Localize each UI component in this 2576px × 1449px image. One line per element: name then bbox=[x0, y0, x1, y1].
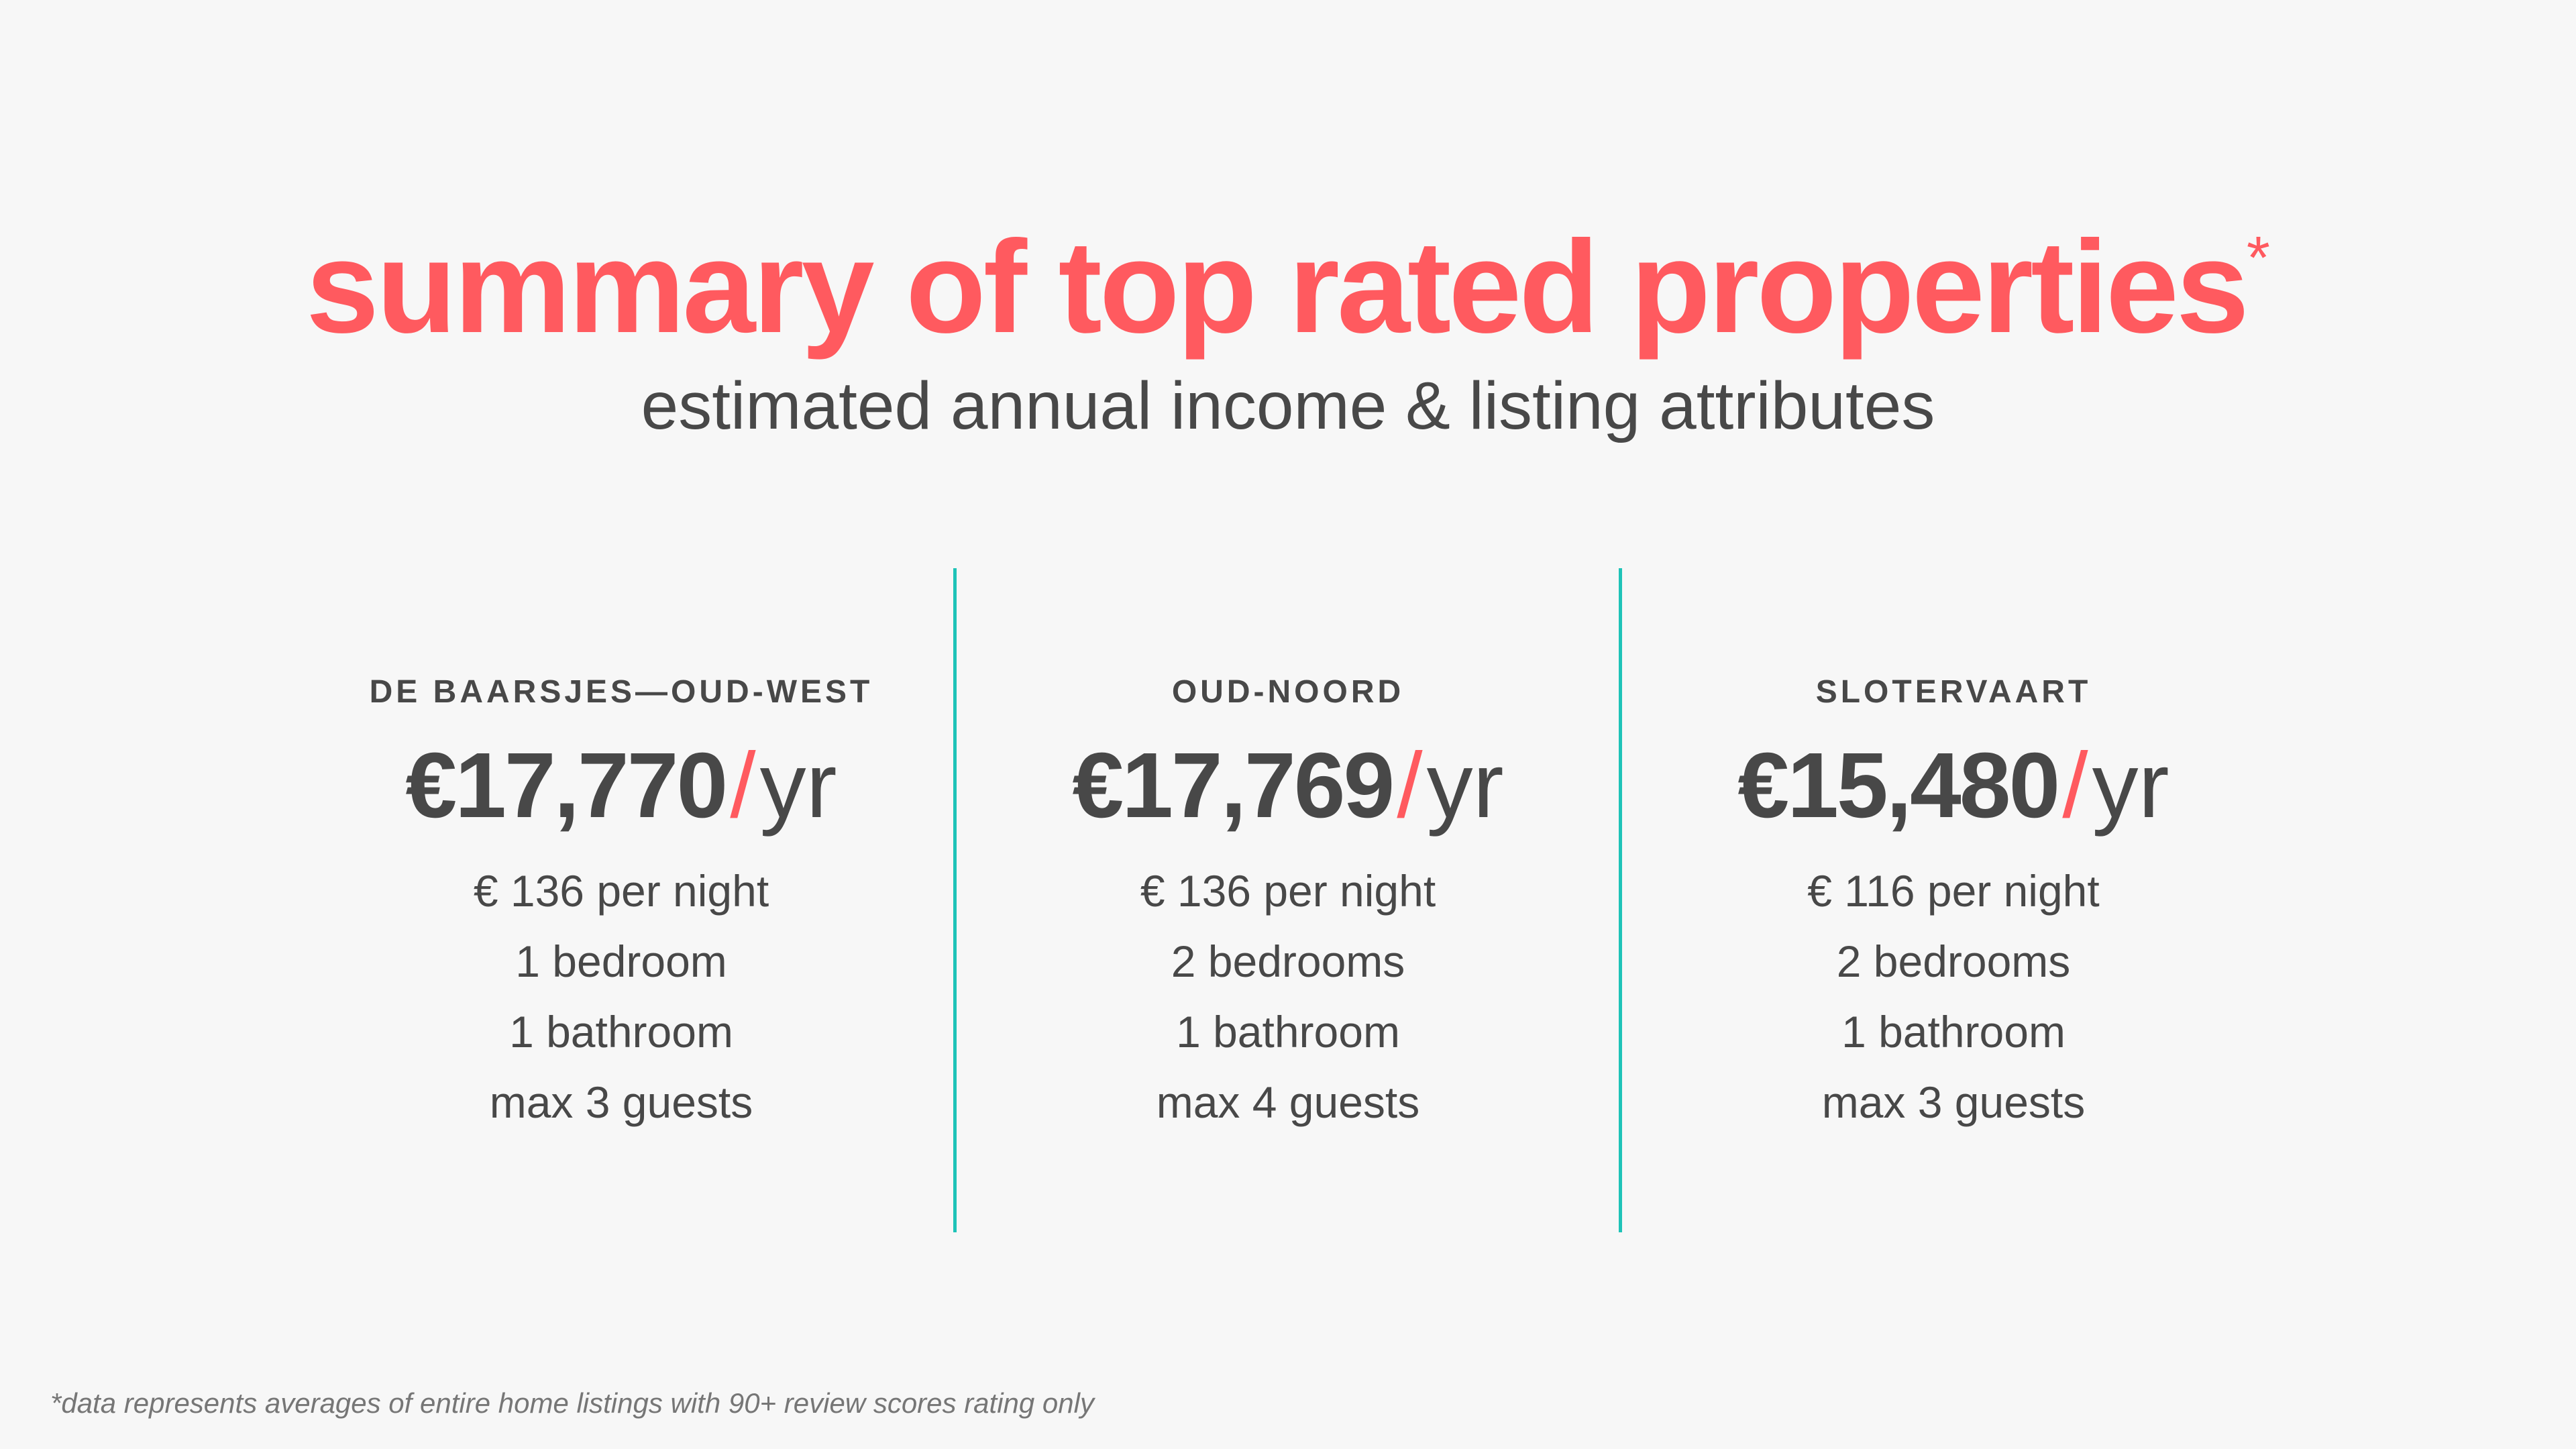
price-suffix: yr bbox=[1426, 734, 1504, 837]
per-night: € 116 per night bbox=[1807, 866, 2100, 916]
bedrooms: 2 bedrooms bbox=[1836, 936, 2071, 986]
bedrooms: 2 bedrooms bbox=[1171, 936, 1405, 986]
price-suffix: yr bbox=[759, 734, 837, 837]
slash: / bbox=[1397, 734, 1423, 837]
per-night: € 136 per night bbox=[473, 866, 769, 916]
neighborhood-label: SLOTERVAART bbox=[1815, 674, 2092, 710]
column-divider bbox=[953, 568, 957, 1232]
title-text: summary of top rated properties bbox=[306, 213, 2249, 360]
annual-income: €15,480/yr bbox=[1652, 739, 2255, 840]
price-suffix: yr bbox=[2092, 734, 2169, 837]
annual-amount: €17,770 bbox=[405, 734, 728, 837]
page-subtitle: estimated annual income & listing attrib… bbox=[641, 368, 1935, 443]
per-night: € 136 per night bbox=[1140, 866, 1436, 916]
slash: / bbox=[2062, 734, 2088, 837]
guests: max 3 guests bbox=[489, 1077, 753, 1127]
property-card-3: SLOTERVAART €15,480/yr € 116 per night 2… bbox=[1652, 671, 2255, 1138]
guests: max 4 guests bbox=[1156, 1077, 1420, 1127]
bathrooms: 1 bathroom bbox=[509, 1007, 733, 1057]
title-asterisk: * bbox=[2246, 225, 2270, 292]
property-card-2: OUD-NOORD €17,769/yr € 136 per night 2 b… bbox=[986, 671, 1590, 1138]
annual-income: €17,769/yr bbox=[986, 739, 1590, 840]
annual-amount: €15,480 bbox=[1737, 734, 2060, 837]
neighborhood-label: OUD-NOORD bbox=[1171, 674, 1405, 710]
neighborhood-label: DE BAARSJES—OUD-WEST bbox=[369, 674, 873, 710]
bedrooms: 1 bedroom bbox=[515, 936, 727, 986]
property-card-1: DE BAARSJES—OUD-WEST €17,770/yr € 136 pe… bbox=[319, 671, 923, 1138]
guests: max 3 guests bbox=[1821, 1077, 2086, 1127]
page-title: summary of top rated properties* bbox=[0, 221, 2576, 353]
bathrooms: 1 bathroom bbox=[1841, 1007, 2065, 1057]
annual-income: €17,770/yr bbox=[319, 739, 923, 840]
annual-amount: €17,769 bbox=[1072, 734, 1395, 837]
slash: / bbox=[730, 734, 756, 837]
column-divider bbox=[1619, 568, 1622, 1232]
bathrooms: 1 bathroom bbox=[1176, 1007, 1400, 1057]
footnote: *data represents averages of entire home… bbox=[50, 1387, 1094, 1419]
